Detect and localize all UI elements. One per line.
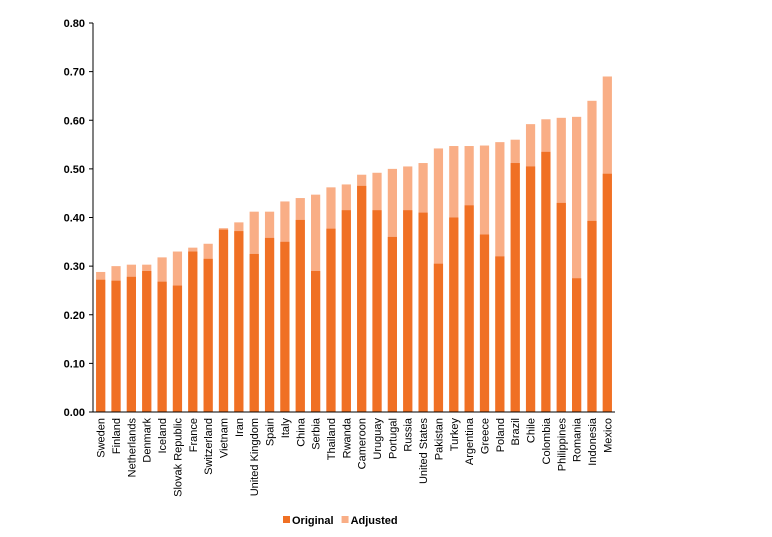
y-tick-label: 0.80 [64,18,85,30]
bar [464,205,474,412]
legend-swatch [283,516,290,523]
x-tick-label: Iran [234,418,246,437]
bar [111,280,121,412]
bar [418,212,428,412]
y-tick-label: 0.60 [64,115,85,127]
bar [311,270,321,412]
x-tick-label: Iceland [157,418,169,453]
x-tick-label: China [295,417,307,447]
x-tick-label: Poland [495,418,507,452]
bar [234,231,244,412]
legend-swatch [341,516,349,523]
bar [372,210,382,412]
bar [264,237,275,412]
bar [341,210,351,412]
y-tick-label: 0.30 [64,261,85,273]
bar [157,281,167,412]
bar [572,278,582,412]
x-tick-label: Argentina [464,417,476,465]
bar [510,163,520,412]
y-tick-label: 0.70 [64,67,85,79]
x-tick-label: Rwanda [341,417,353,458]
bar [587,220,597,412]
y-tick-label: 0.00 [64,407,85,419]
bar [172,285,183,412]
bar [280,241,290,412]
bar [142,270,152,412]
y-tick-label: 0.50 [64,164,85,176]
bar [433,263,444,412]
x-tick-label: Chile [526,418,538,443]
bar [403,210,413,412]
bar [495,256,505,412]
x-tick-label: Slovak Republic [172,418,184,497]
y-tick-label: 0.40 [64,213,85,225]
x-tick-label: Vietnam [219,418,231,458]
x-tick-label: Denmark [142,418,154,463]
x-tick-label: Turkey [449,418,461,452]
x-tick-label: Romania [572,417,584,462]
bar [556,202,566,412]
x-tick-label: France [188,418,200,452]
x-tick-label: Russia [403,417,415,452]
legend-label: Original [292,515,334,527]
x-tick-label: Spain [265,418,277,446]
bar [295,219,305,412]
x-tick-label: Netherlands [126,418,138,478]
bar [602,173,612,412]
bar [203,258,213,412]
legend-label: Adjusted [351,515,398,527]
x-tick-label: Sweden [96,418,108,458]
x-tick-label: Serbia [311,417,323,450]
bar [449,217,459,412]
bar [541,151,551,412]
bar [188,251,198,412]
x-tick-label: Finland [111,418,123,454]
x-tick-label: Switzerland [203,418,215,475]
x-tick-label: United States [418,418,430,485]
bar [357,185,367,412]
x-tick-label: Thailand [326,418,338,460]
bar [387,236,397,412]
bar [479,234,490,412]
x-tick-label: Mexico [602,418,614,453]
x-tick-label: Uruguay [372,418,384,460]
bar [218,229,229,412]
bar [96,279,106,412]
x-tick-label: Indonesia [587,417,599,466]
x-tick-label: Colombia [541,417,553,464]
y-tick-label: 0.10 [64,358,85,370]
y-tick-label: 0.20 [64,310,85,322]
bar [525,166,536,412]
x-tick-label: Philippines [556,418,568,472]
x-tick-label: Portugal [387,418,399,459]
x-tick-label: Italy [280,418,292,439]
x-tick-label: Cameroon [357,418,369,469]
x-tick-label: Pakistan [433,418,445,460]
bar [326,228,336,412]
bar [249,253,259,412]
bar [572,116,582,412]
x-tick-label: Greece [480,418,492,454]
x-tick-label: United Kingdom [249,418,261,496]
x-tick-label: Brazil [510,418,522,446]
bar [126,276,136,412]
